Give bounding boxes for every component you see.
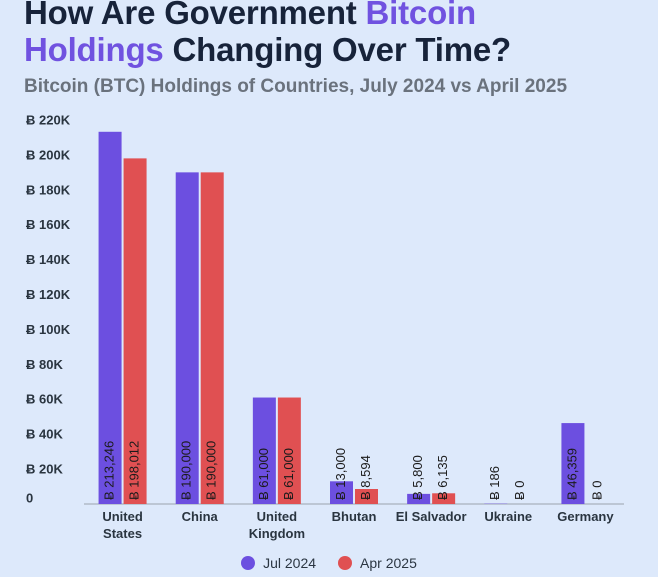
x-tick-label: Germany: [557, 509, 614, 524]
bar: [123, 158, 147, 504]
legend-label-apr-2025: Apr 2025: [360, 555, 417, 571]
bar: [432, 493, 456, 504]
chart-legend: Jul 2024 Apr 2025: [0, 555, 658, 571]
bar-value-label: Ƀ 61,000: [281, 448, 296, 500]
title-accent-2: Holdings: [24, 31, 164, 68]
title-part-2: Changing Over Time?: [163, 31, 512, 68]
legend-item-apr-2025: Apr 2025: [338, 555, 417, 571]
y-tick-label: Ƀ 60K: [26, 392, 63, 407]
bar-value-label: Ƀ 190,000: [204, 441, 219, 500]
y-tick-label: Ƀ 220K: [26, 112, 71, 127]
bar: [561, 423, 585, 504]
title-part-1: How Are Government: [24, 0, 366, 31]
y-tick-label: Ƀ 40K: [26, 427, 63, 442]
bar: [407, 493, 431, 504]
chart-subtitle: Bitcoin (BTC) Holdings of Countries, Jul…: [24, 76, 568, 97]
y-tick-label: Ƀ 140K: [26, 252, 71, 267]
y-tick-label: Ƀ 160K: [26, 217, 71, 232]
bar-value-label: Ƀ 186: [487, 466, 502, 500]
bar: [200, 172, 224, 504]
bar-value-label: Ƀ 0: [589, 480, 604, 500]
x-tick-label: China: [182, 509, 219, 524]
legend-swatch-jul-2024: [241, 556, 256, 570]
bar-value-label: Ƀ 61,000: [256, 448, 271, 500]
x-tick-label: Ukraine: [484, 509, 532, 524]
title-accent-1: Bitcoin: [365, 0, 477, 31]
x-tick-label: El Salvador: [396, 509, 467, 524]
bar: [252, 397, 276, 504]
bar: [355, 488, 378, 504]
bar-value-label: Ƀ 198,012: [127, 441, 142, 500]
x-tick-label: States: [103, 526, 142, 541]
x-tick-label: Bhutan: [332, 509, 377, 524]
y-tick-label: Ƀ 180K: [26, 182, 71, 197]
bar-value-label: Ƀ 5,800: [410, 455, 425, 500]
y-tick-label: Ƀ 200K: [26, 147, 71, 162]
bar-value-label: Ƀ 13,000: [333, 448, 348, 500]
bar: [277, 397, 301, 504]
y-tick-label: Ƀ 120K: [26, 287, 71, 302]
bar: [98, 131, 122, 504]
legend-label-jul-2024: Jul 2024: [263, 555, 317, 571]
y-tick-label: 0: [26, 490, 33, 505]
bar-value-label: Ƀ 213,246: [102, 441, 117, 500]
legend-item-jul-2024: Jul 2024: [241, 555, 316, 571]
x-tick-label: Kingdom: [249, 526, 305, 541]
bar-value-label: Ƀ 8,594: [358, 455, 373, 500]
x-tick-label: United: [102, 509, 143, 524]
y-tick-label: Ƀ 100K: [26, 322, 71, 337]
bar-value-label: Ƀ 6,135: [435, 455, 450, 500]
bar: [175, 172, 199, 504]
legend-swatch-apr-2025: [338, 556, 353, 570]
chart-title: How Are Government Bitcoin Holdings Chang…: [24, 0, 511, 68]
bar-value-label: Ƀ 190,000: [179, 441, 194, 500]
bar-value-label: Ƀ 46,359: [564, 448, 579, 500]
bar: [330, 481, 353, 504]
y-tick-label: Ƀ 80K: [26, 357, 63, 372]
y-tick-label: Ƀ 20K: [26, 462, 63, 477]
x-tick-label: United: [257, 509, 298, 524]
bar-value-label: Ƀ 0: [512, 480, 527, 500]
